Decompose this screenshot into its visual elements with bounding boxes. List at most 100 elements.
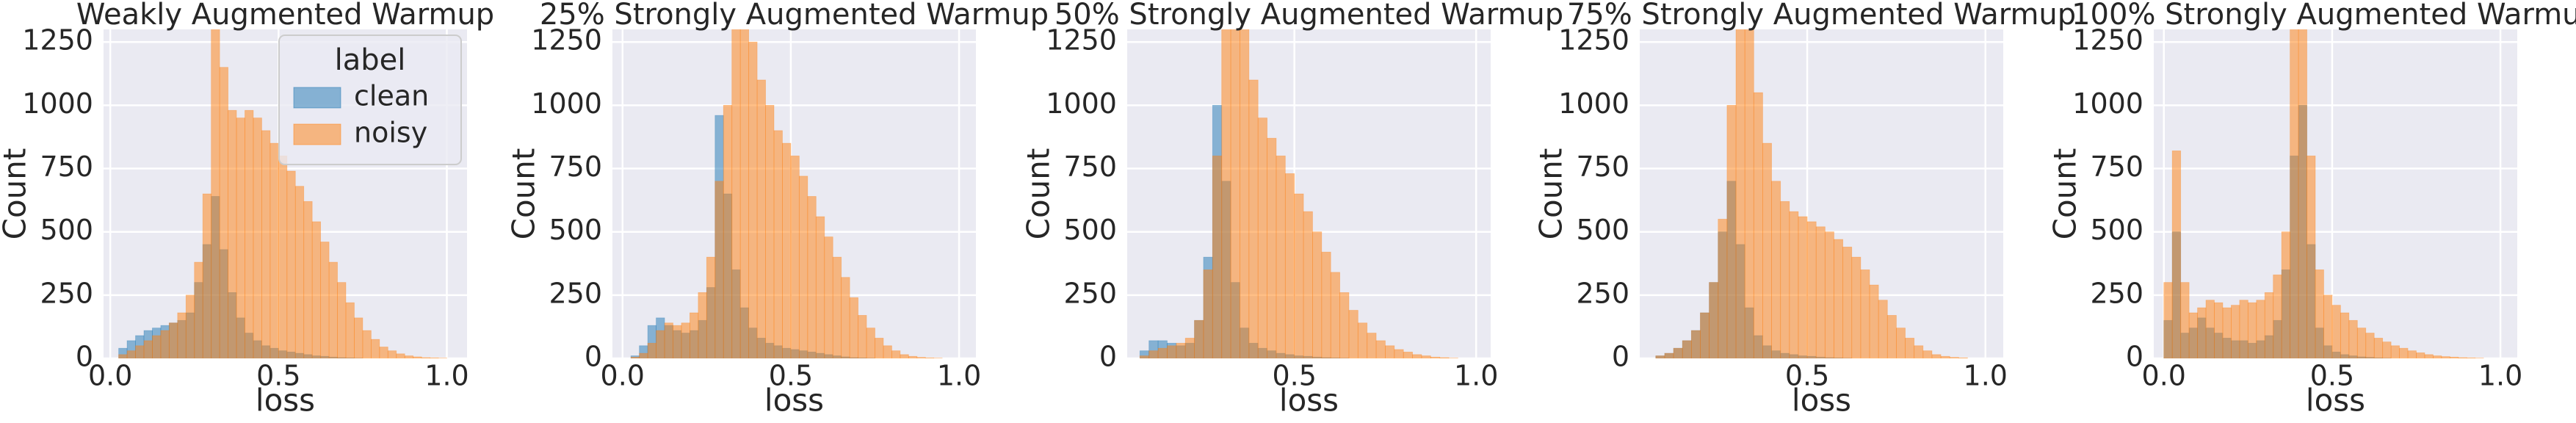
histogram-bar [328,261,338,358]
histogram-bar [1348,310,1358,358]
chart-title: 50% Strongly Augmented Warmup [1054,0,1563,32]
histogram-bar [303,200,313,358]
histogram-bar [1257,118,1267,358]
histogram-bar [2382,341,2392,358]
histogram-bar [2373,338,2384,358]
histogram-bar [1682,340,1692,358]
y-tick-label: 1000 [1558,87,1629,120]
y-tick-label: 0 [2126,341,2143,373]
x-tick-label: 1.0 [1964,360,2008,392]
histogram-bar [647,342,656,358]
histogram-bar [2180,282,2190,358]
y-tick-label: 250 [1063,277,1117,309]
histogram-bar [2205,300,2215,358]
histogram-bar [1157,347,1168,358]
histogram-bar [2390,345,2400,358]
histogram-bar [2315,269,2324,358]
histogram-bar [832,256,842,358]
histogram-bar [706,256,716,358]
histogram-bar [1194,319,1204,358]
histogram-bar [194,261,203,358]
histogram-bar [294,186,305,358]
histogram-bar [2222,307,2232,358]
histogram-bar [1212,155,1223,358]
histogram-bar [1931,354,1942,358]
histogram-bar [1312,231,1323,358]
histogram-bar [2264,292,2274,358]
histogram-bar [900,354,909,358]
x-tick-label: 0.5 [769,360,813,392]
histogram-bar [1394,349,1404,358]
histogram-bar [345,302,355,358]
histogram-bar [1834,239,1844,358]
histogram-bar [723,104,733,358]
histogram-bar [1762,142,1772,358]
x-tick-label: 0.5 [1785,360,1829,392]
x-axis-label: loss [764,383,824,419]
histogram-bar [664,322,673,358]
histogram-bar [2256,300,2265,358]
x-axis-label: loss [1279,383,1339,419]
histogram-bar [891,350,901,358]
histogram-bar [807,196,817,358]
x-tick-label: 1.0 [424,360,468,392]
y-tick-label: 500 [1576,214,1629,246]
histogram-bar [773,130,783,358]
histogram-bar [261,130,271,358]
y-tick-label: 250 [2090,277,2143,309]
histogram-bar [236,118,245,358]
x-tick-label: 0.0 [601,360,645,392]
histogram-bar [1267,137,1277,358]
histogram-bar [1321,251,1331,358]
histogram-bar [748,41,758,358]
y-axis-label: Count [0,148,33,240]
y-axis-label: Count [506,148,542,240]
panel: 0 250 500 750 1000 1250 0.5 1.0 75% Strongly Aug… [1533,0,2077,419]
y-axis-label: Count [2047,148,2083,240]
histogram-bar [1735,29,1745,358]
histogram-bar [2214,302,2224,358]
histogram-bar [875,338,884,358]
histogram-bar [1744,29,1754,358]
histogram-bar [219,67,228,358]
histogram-bar [1673,347,1683,358]
histogram-bar [698,292,707,358]
y-tick-label: 500 [40,214,93,246]
histogram-bar [152,335,162,358]
histogram-bar [2188,312,2198,358]
y-tick-label: 1250 [22,24,93,57]
histogram-bar [1203,269,1213,358]
histogram-bar [211,29,220,358]
histogram-bar [1815,226,1826,358]
histogram-bar [126,340,136,358]
histogram-bar [1240,29,1250,358]
histogram-bar [1726,104,1737,358]
bars [118,29,447,358]
histogram-bar [739,29,750,358]
histogram-bar [1276,155,1286,358]
histogram-bar [1421,355,1431,358]
histogram-bar [2340,312,2350,358]
histogram-bar [228,109,237,358]
histogram-bar [1403,351,1413,358]
y-tick-label: 1000 [2072,87,2143,120]
histogram-bar [1878,300,1888,358]
histogram-bar [656,330,665,358]
histogram-bar [1375,340,1386,358]
histogram-bar [1753,92,1763,358]
histogram-bar [2163,282,2173,358]
legend-title: label [335,43,406,77]
y-tick-label: 0 [585,341,602,373]
histogram-bar [639,352,648,358]
histogram-bar [1330,272,1340,358]
chart-title: 25% Strongly Augmented Warmup [540,0,1049,32]
histogram-bar [849,297,858,358]
chart-title: 75% Strongly Augmented Warmup [1567,0,2076,32]
histogram-bar [1824,231,1834,358]
histogram-bar [286,170,296,358]
y-axis-label: Count [1533,148,1569,240]
x-tick-label: 0.0 [88,360,132,392]
histogram-bar [2298,29,2307,358]
y-tick-label: 500 [549,214,602,246]
